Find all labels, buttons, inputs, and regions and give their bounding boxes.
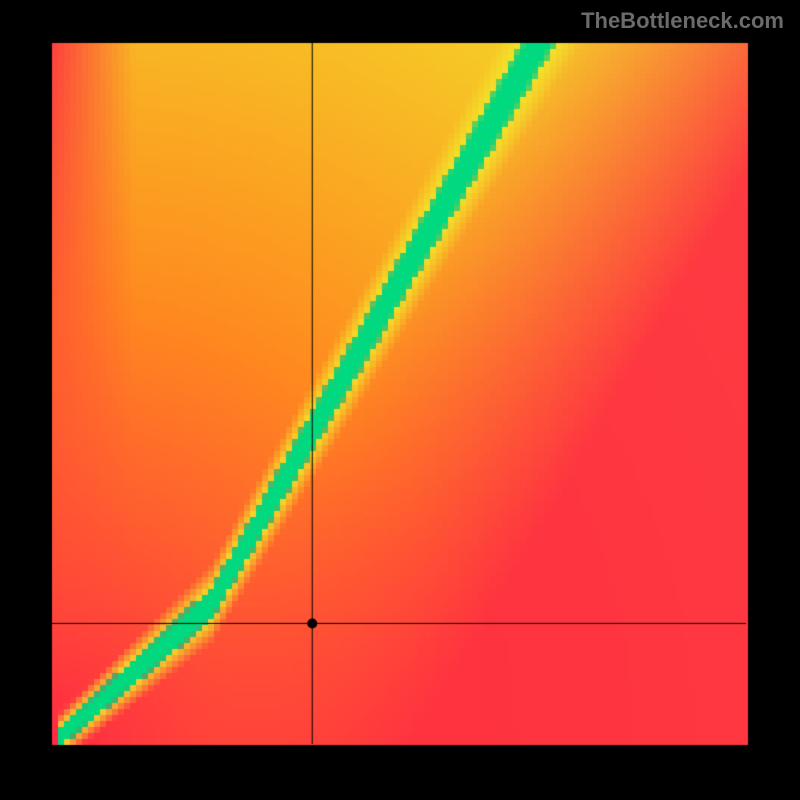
chart-container: TheBottleneck.com	[0, 0, 800, 800]
watermark-text: TheBottleneck.com	[581, 8, 784, 34]
heatmap-canvas	[0, 0, 800, 800]
